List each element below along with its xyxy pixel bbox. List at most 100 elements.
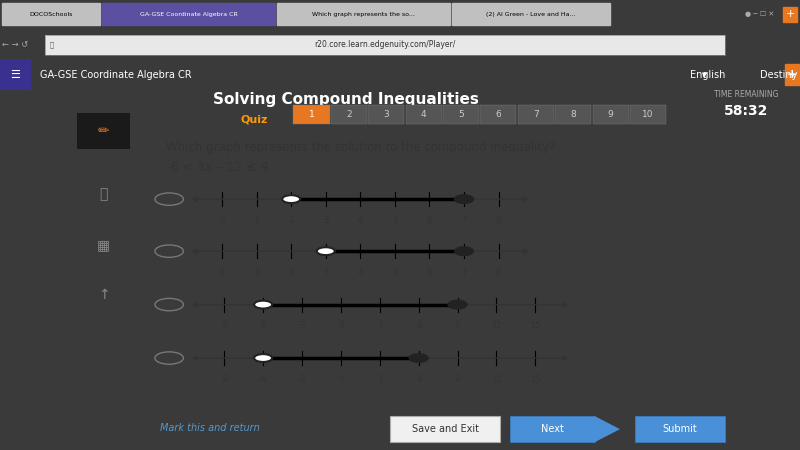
Text: 1: 1	[254, 216, 259, 225]
Text: DOCOSchools: DOCOSchools	[30, 12, 73, 17]
Bar	[368, 105, 404, 124]
Text: -6: -6	[259, 321, 267, 330]
Bar	[630, 105, 666, 124]
Bar	[406, 105, 442, 124]
Polygon shape	[595, 416, 620, 442]
Text: 6: 6	[416, 321, 422, 330]
Text: ✏: ✏	[98, 124, 110, 139]
Circle shape	[455, 195, 473, 203]
Text: -6 < 3x – 12 ≤ 9: -6 < 3x – 12 ≤ 9	[166, 161, 269, 174]
Text: -9: -9	[220, 321, 228, 330]
Text: 6: 6	[426, 216, 432, 225]
Circle shape	[282, 195, 300, 203]
Text: Save and Exit: Save and Exit	[411, 424, 478, 434]
Bar	[518, 105, 554, 124]
Text: 6: 6	[426, 268, 432, 277]
Text: +: +	[786, 9, 794, 19]
Bar	[452, 3, 610, 25]
Text: -3: -3	[298, 321, 306, 330]
Text: GA-GSE Coordinate Algebra CR: GA-GSE Coordinate Algebra CR	[40, 70, 192, 80]
Bar	[443, 105, 479, 124]
Text: Solving Compound Inequalities: Solving Compound Inequalities	[213, 92, 479, 107]
Text: 12: 12	[491, 321, 502, 330]
Bar	[331, 105, 367, 124]
Bar	[390, 416, 500, 442]
Text: 8: 8	[496, 216, 502, 225]
Text: 5: 5	[392, 216, 398, 225]
Text: 15: 15	[530, 321, 541, 330]
Text: Which graph represents the solution to the compound inequality?: Which graph represents the solution to t…	[166, 141, 555, 154]
Circle shape	[317, 247, 335, 255]
Bar	[45, 35, 725, 55]
Text: 5: 5	[458, 110, 464, 119]
Text: 0: 0	[338, 321, 343, 330]
Bar	[510, 416, 595, 442]
Bar	[2, 3, 100, 25]
Text: ● ─ ☐ ✕: ● ─ ☐ ✕	[746, 11, 774, 17]
Text: 0: 0	[219, 268, 225, 277]
Text: ← → ↺: ← → ↺	[2, 40, 28, 50]
Text: 10: 10	[642, 110, 654, 119]
Text: 3: 3	[377, 321, 382, 330]
Bar	[294, 105, 330, 124]
Bar	[0, 59, 30, 90]
Text: -3: -3	[298, 375, 306, 384]
Text: 0: 0	[219, 216, 225, 225]
Text: 4: 4	[421, 110, 426, 119]
Text: 6: 6	[495, 110, 502, 119]
Text: +: +	[786, 68, 798, 81]
Text: 2: 2	[346, 110, 352, 119]
Text: 15: 15	[530, 375, 541, 384]
Text: 7: 7	[533, 110, 538, 119]
Text: Destiny Sapp: Destiny Sapp	[760, 70, 800, 80]
Text: 2: 2	[289, 216, 294, 225]
Text: Mark this and return: Mark this and return	[160, 423, 260, 433]
Bar	[635, 416, 725, 442]
Text: 3: 3	[383, 110, 389, 119]
Bar	[785, 64, 799, 85]
Text: 3: 3	[323, 216, 329, 225]
Bar	[102, 3, 275, 25]
Text: 7: 7	[462, 268, 466, 277]
Text: (2) Al Green - Love and Ha...: (2) Al Green - Love and Ha...	[486, 12, 576, 17]
Text: 🔒: 🔒	[50, 41, 54, 48]
Circle shape	[410, 354, 428, 362]
Text: 0: 0	[338, 375, 343, 384]
Bar	[783, 7, 797, 22]
Text: 9: 9	[455, 321, 460, 330]
Text: Next: Next	[541, 424, 563, 434]
Text: ▼: ▼	[695, 72, 707, 78]
Text: 7: 7	[462, 216, 466, 225]
Text: -9: -9	[220, 375, 228, 384]
Text: ☰: ☰	[10, 70, 20, 80]
Text: 6: 6	[416, 375, 422, 384]
Text: ▦: ▦	[97, 238, 110, 252]
Text: 3: 3	[377, 375, 382, 384]
Text: 1: 1	[309, 110, 314, 119]
Text: 8: 8	[570, 110, 576, 119]
Text: -6: -6	[259, 375, 267, 384]
Bar	[480, 105, 517, 124]
Text: 9: 9	[455, 375, 460, 384]
Bar	[555, 105, 591, 124]
Text: ↑: ↑	[98, 288, 110, 302]
Text: TIME REMAINING: TIME REMAINING	[714, 90, 778, 99]
Text: Which graph represents the so...: Which graph represents the so...	[312, 12, 415, 17]
Text: 8: 8	[496, 268, 502, 277]
Text: 3: 3	[323, 268, 329, 277]
Text: English: English	[690, 70, 726, 80]
Text: Submit: Submit	[662, 424, 698, 434]
Circle shape	[455, 247, 473, 255]
Bar	[277, 3, 450, 25]
Text: r20.core.learn.edgenuity.com/Player/: r20.core.learn.edgenuity.com/Player/	[314, 40, 456, 50]
Circle shape	[254, 301, 272, 309]
Text: 4: 4	[358, 216, 363, 225]
Text: Quiz: Quiz	[240, 114, 268, 124]
Text: 58:32: 58:32	[724, 104, 768, 118]
Text: GA-GSE Coordinate Algebra CR: GA-GSE Coordinate Algebra CR	[140, 12, 238, 17]
Text: 9: 9	[608, 110, 614, 119]
Text: Active: Active	[296, 114, 330, 124]
Text: 5: 5	[392, 268, 398, 277]
Text: 1: 1	[254, 268, 259, 277]
Text: 2: 2	[289, 268, 294, 277]
